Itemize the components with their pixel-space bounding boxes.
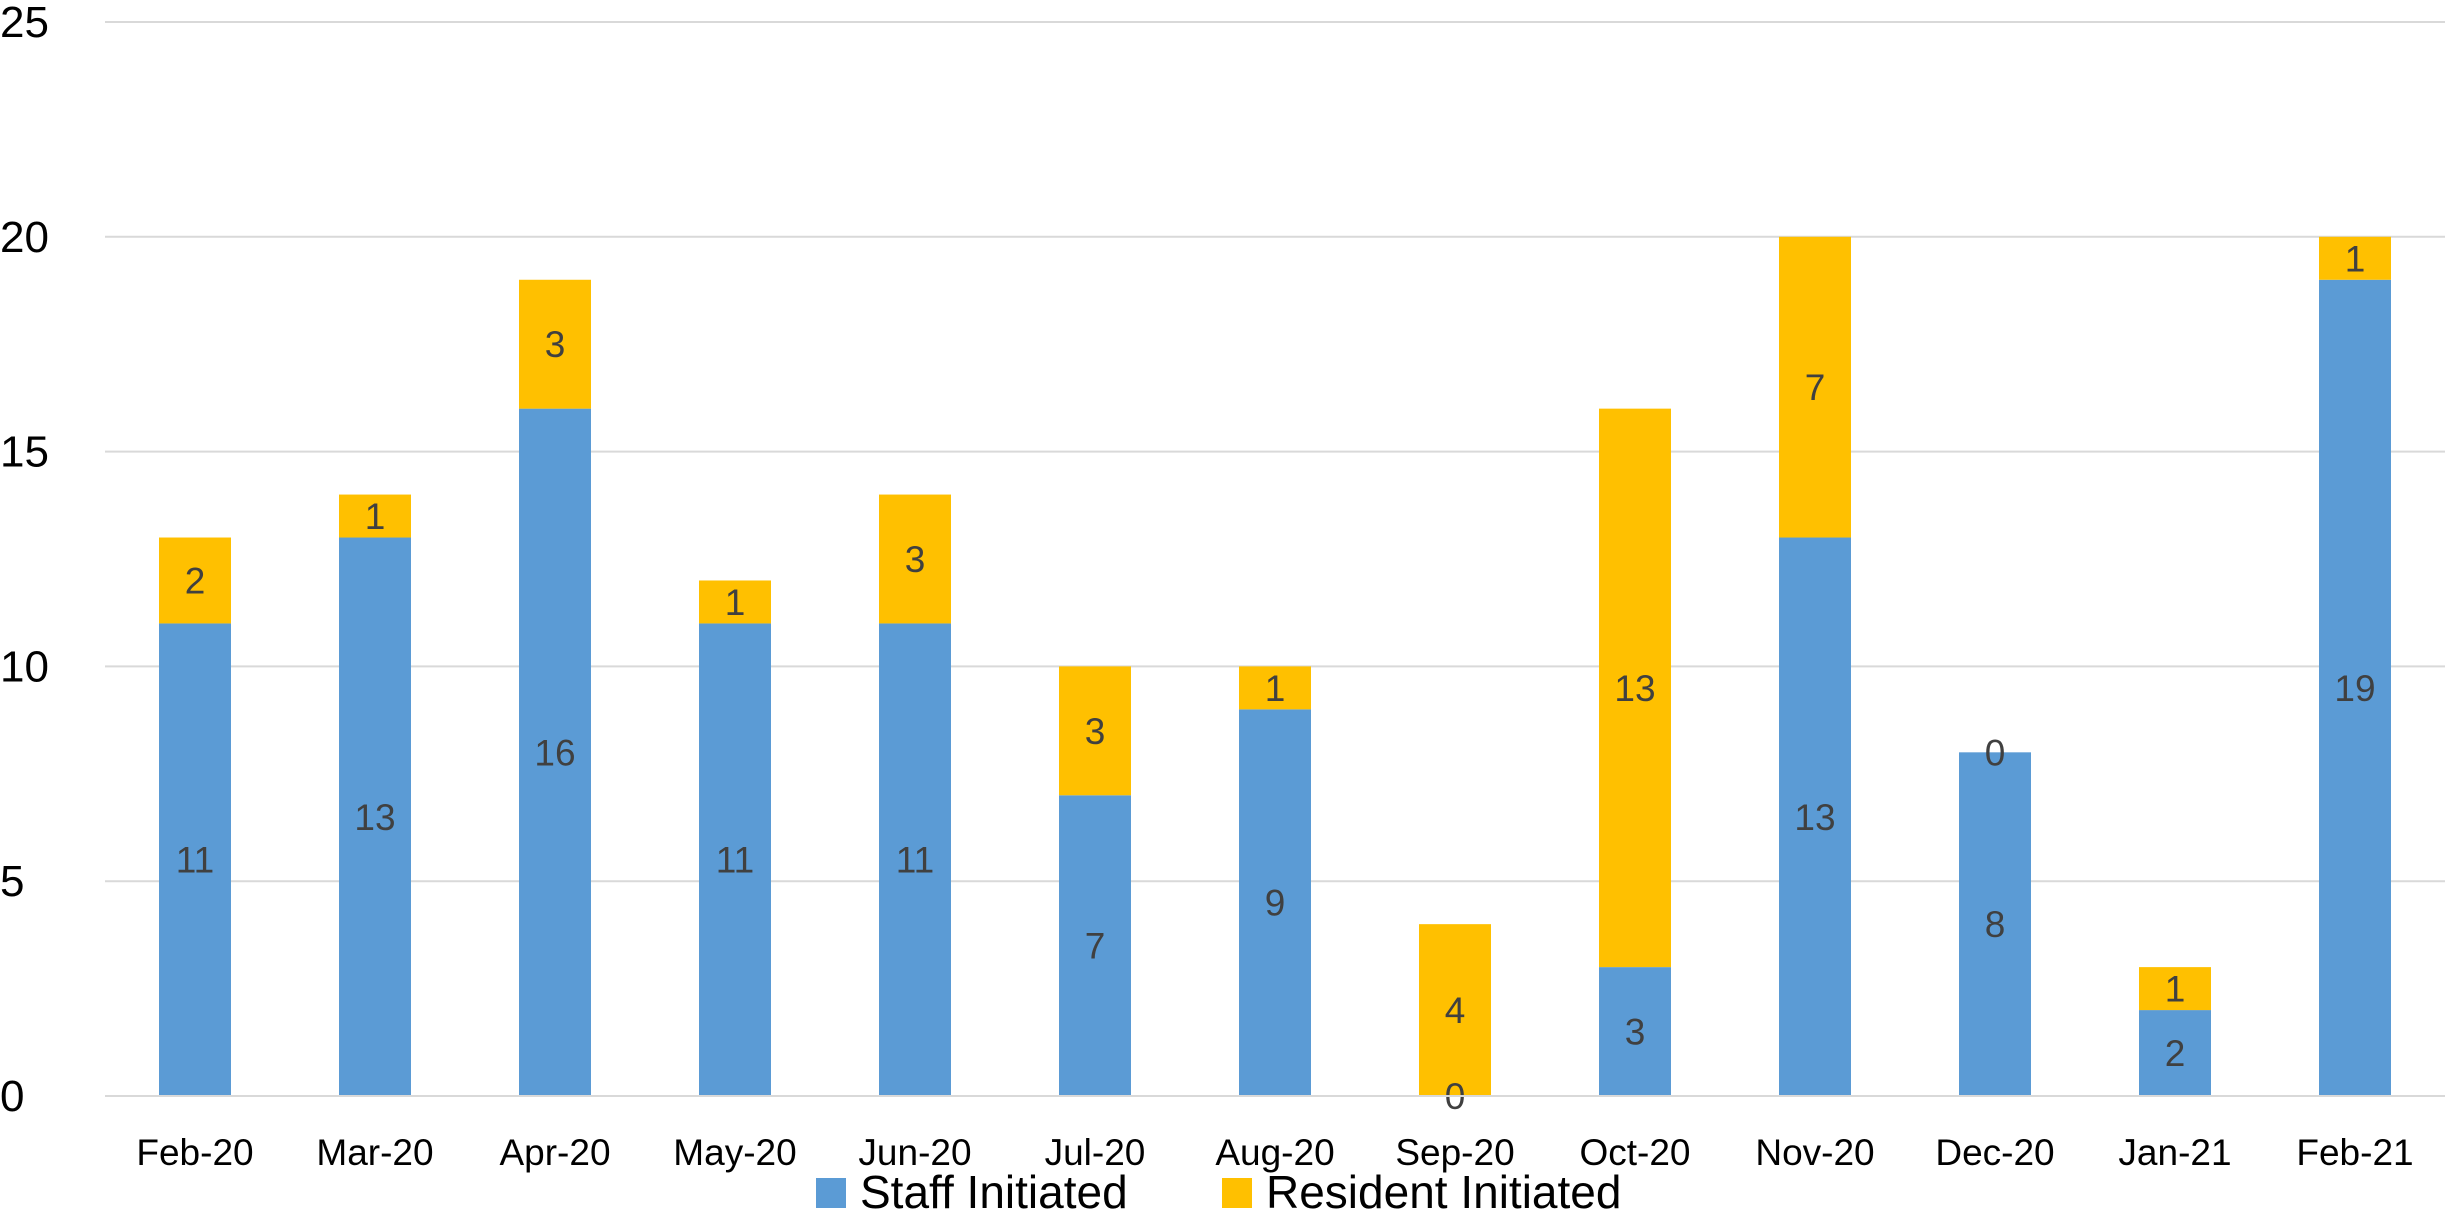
bar-segment xyxy=(1059,666,1131,796)
x-tick-label: Apr-20 xyxy=(499,1132,610,1173)
legend-label: Resident Initiated xyxy=(1266,1166,1621,1216)
bar-segment xyxy=(1779,537,1851,1096)
data-label: 3 xyxy=(905,539,926,580)
bar-segment xyxy=(1599,408,1671,968)
data-label: 11 xyxy=(176,840,214,881)
x-tick-label: Jul-20 xyxy=(1045,1132,1146,1173)
data-label: 3 xyxy=(545,324,566,365)
data-label: 1 xyxy=(725,582,746,623)
y-tick-label: 5 xyxy=(0,857,24,906)
y-axis-tick-labels: 0 5 10 15 20 25 xyxy=(0,0,49,1121)
data-label: 13 xyxy=(1614,668,1655,709)
data-label: 9 xyxy=(1265,883,1286,924)
bar-segment xyxy=(879,494,951,624)
bar-segment xyxy=(879,623,951,1096)
data-label: 2 xyxy=(185,560,206,601)
bar-segment xyxy=(2139,1010,2211,1096)
data-label: 13 xyxy=(354,797,395,838)
x-tick-label: Jan-21 xyxy=(2118,1132,2231,1173)
x-axis: Feb-20 Mar-20 Apr-20 May-20 Jun-20 Jul-20 Aug-… xyxy=(105,1095,2445,1173)
data-label: 1 xyxy=(2165,969,2186,1010)
data-label: 2 xyxy=(2165,1033,2186,1074)
bar-segment xyxy=(699,623,771,1096)
data-label: 13 xyxy=(1794,797,1835,838)
data-label: 19 xyxy=(2334,668,2375,709)
data-label: 3 xyxy=(1625,1012,1646,1053)
x-tick-label: Feb-20 xyxy=(136,1132,253,1173)
data-label: 8 xyxy=(1985,904,2006,945)
bar-segment xyxy=(699,580,771,624)
x-tick-label: Mar-20 xyxy=(316,1132,433,1173)
bar-segment xyxy=(519,408,591,1096)
x-tick-label: Aug-20 xyxy=(1215,1132,1334,1173)
legend-swatch xyxy=(816,1178,846,1208)
bar-segment xyxy=(1239,709,1311,1096)
data-label: 1 xyxy=(2345,238,2366,279)
bar-segment xyxy=(339,537,411,1096)
bar-segment xyxy=(2319,236,2391,280)
bar-segment xyxy=(519,279,591,409)
data-label: 0 xyxy=(1985,732,2006,773)
legend: Staff Initiated Resident Initiated xyxy=(816,1166,1621,1218)
y-tick-label: 25 xyxy=(0,0,49,47)
x-tick-label: Nov-20 xyxy=(1755,1132,1874,1173)
bar-segment xyxy=(2139,967,2211,1011)
y-tick-label: 20 xyxy=(0,213,49,262)
legend-swatch xyxy=(1222,1178,1252,1208)
x-tick-label: Oct-20 xyxy=(1579,1132,1690,1173)
bar-segment xyxy=(1419,924,1491,1096)
bar-segment xyxy=(1599,967,1671,1096)
bar-segment xyxy=(1239,666,1311,710)
bar-segment xyxy=(1779,236,1851,538)
data-label: 7 xyxy=(1085,926,1106,967)
data-label: 11 xyxy=(896,840,934,881)
bar-segment xyxy=(1959,752,2031,1096)
data-label: 7 xyxy=(1805,367,1826,408)
data-label: 11 xyxy=(716,840,754,881)
y-tick-label: 0 xyxy=(0,1072,24,1121)
data-label: 3 xyxy=(1085,711,1106,752)
x-tick-label: May-20 xyxy=(673,1132,796,1173)
data-label: 4 xyxy=(1445,990,1466,1031)
bar-segment xyxy=(339,494,411,538)
data-label: 1 xyxy=(365,496,386,537)
x-tick-label: Jun-20 xyxy=(858,1132,971,1173)
bar-segment xyxy=(159,623,231,1096)
x-tick-label: Feb-21 xyxy=(2296,1132,2413,1173)
y-tick-label: 10 xyxy=(0,642,49,691)
legend-label: Staff Initiated xyxy=(860,1166,1128,1216)
data-label: 16 xyxy=(534,732,575,773)
bar-segment xyxy=(1059,795,1131,1096)
y-tick-label: 15 xyxy=(0,428,49,477)
bar-segment xyxy=(159,537,231,624)
data-label: 1 xyxy=(1265,668,1286,709)
bars xyxy=(159,236,2391,1096)
x-tick-label: Sep-20 xyxy=(1395,1132,1514,1173)
gridlines xyxy=(105,21,2445,883)
bar-segment xyxy=(2319,279,2391,1096)
x-tick-label: Dec-20 xyxy=(1935,1132,2054,1173)
